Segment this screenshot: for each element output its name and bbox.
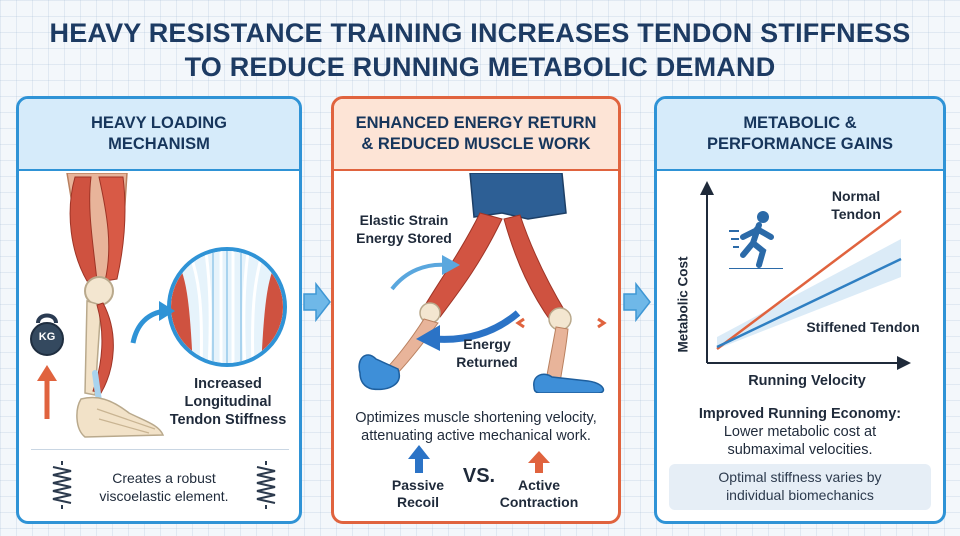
up-arrow-icon xyxy=(37,365,57,419)
panel2-caption-line-2: attenuating active mechanical work. xyxy=(361,428,591,444)
passive-line-2: Recoil xyxy=(396,494,439,510)
active-contraction-label: Active Contraction xyxy=(484,477,594,511)
stiffness-line-1: Increased xyxy=(194,376,262,392)
normal-tendon-label: Normal Tendon xyxy=(821,187,891,223)
runner-icon xyxy=(729,211,783,269)
panel-heavy-loading: HEAVY LOADING MECHANISM KG xyxy=(16,96,302,524)
stiffened-tendon-line xyxy=(716,257,902,349)
panel2-caption: Optimizes muscle shortening velocity, at… xyxy=(340,409,612,445)
right-arrow-icon xyxy=(623,282,651,322)
energy-returned-line-2: Returned xyxy=(456,354,518,370)
energy-stored-line-1: Elastic Strain xyxy=(359,212,449,228)
economy-heading: Improved Running Economy: xyxy=(698,406,902,422)
panel3-heading: METABOLIC & PERFORMANCE GAINS xyxy=(657,99,943,171)
panel1-caption-line-1: Creates a robust xyxy=(112,470,216,486)
footnote-line-1: Optimal stiffness varies by xyxy=(718,469,882,485)
footnote-box: Optimal stiffness varies by individual b… xyxy=(669,464,931,510)
energy-returned-label: Energy Returned xyxy=(442,335,532,371)
economy-line-1: Lower metabolic cost at xyxy=(723,424,877,440)
panel1-heading-line-2: MECHANISM xyxy=(108,135,210,153)
passive-recoil-arrow-icon xyxy=(408,445,430,473)
panel3-heading-line-2: PERFORMANCE GAINS xyxy=(706,135,894,153)
panel1-caption: Creates a robust viscoelastic element. xyxy=(75,469,253,505)
panel1-heading-line-1: HEAVY LOADING xyxy=(91,114,227,132)
graph-shaded-band xyxy=(717,239,901,349)
economy-block: Improved Running Economy: Lower metaboli… xyxy=(663,405,937,459)
page-title: HEAVY RESISTANCE TRAINING INCREASES TEND… xyxy=(0,16,960,84)
normal-tendon-line xyxy=(716,210,902,350)
right-arrow-icon xyxy=(303,282,331,322)
panel1-heading: HEAVY LOADING MECHANISM xyxy=(19,99,299,171)
panel2-heading-line-2: & REDUCED MUSCLE WORK xyxy=(361,135,591,153)
active-contraction-arrow-icon xyxy=(528,451,550,473)
stiffness-label: Increased Longitudinal Tendon Stiffness xyxy=(153,375,299,429)
stiffened-tendon-label: Stiffened Tendon xyxy=(806,319,920,335)
active-line-1: Active xyxy=(517,477,561,493)
stored-energy-arrow-icon xyxy=(390,255,460,291)
metabolic-cost-graph xyxy=(700,181,911,370)
stiffness-line-3: Tendon Stiffness xyxy=(169,412,287,428)
weight-label: KG xyxy=(38,331,56,343)
panel-metabolic-gains: METABOLIC & PERFORMANCE GAINS Metabolic … xyxy=(654,96,946,524)
panel2-caption-line-1: Optimizes muscle shortening velocity, xyxy=(355,410,597,426)
panel-energy-return: ENHANCED ENERGY RETURN & REDUCED MUSCLE … xyxy=(331,96,621,524)
active-line-2: Contraction xyxy=(499,494,579,510)
tendon-zoom-illustration xyxy=(167,247,287,367)
zoom-arrow-icon xyxy=(130,301,175,344)
running-legs-illustration xyxy=(358,173,607,393)
title-line-2: TO REDUCE RUNNING METABOLIC DEMAND xyxy=(184,52,776,82)
panel1-divider xyxy=(31,449,289,450)
spring-icon xyxy=(52,461,72,509)
leg-illustration xyxy=(66,173,165,438)
kettlebell-icon xyxy=(30,313,64,356)
energy-stored-label: Elastic Strain Energy Stored xyxy=(342,211,466,247)
energy-stored-line-2: Energy Stored xyxy=(356,230,452,246)
normal-line-1: Normal xyxy=(831,188,881,204)
energy-returned-line-1: Energy xyxy=(463,336,511,352)
spring-icon xyxy=(256,461,276,509)
vs-label: VS. xyxy=(462,465,496,487)
title-line-1: HEAVY RESISTANCE TRAINING INCREASES TEND… xyxy=(49,18,911,48)
panel1-caption-line-2: viscoelastic element. xyxy=(99,488,229,504)
energy-returned-arrow-icon xyxy=(416,310,521,351)
y-axis-label: Metabolic Cost xyxy=(675,256,691,353)
economy-line-2: submaximal velocities. xyxy=(727,442,873,458)
footnote-line-2: individual biomechanics xyxy=(726,487,874,503)
panel3-heading-line-1: METABOLIC & xyxy=(743,114,857,132)
passive-recoil-label: Passive Recoil xyxy=(370,477,466,511)
normal-line-2: Tendon xyxy=(831,206,881,222)
passive-line-1: Passive xyxy=(391,477,445,493)
x-axis-label: Running Velocity xyxy=(748,373,866,389)
panel2-heading: ENHANCED ENERGY RETURN & REDUCED MUSCLE … xyxy=(334,99,618,171)
panel2-heading-line-1: ENHANCED ENERGY RETURN xyxy=(355,114,597,132)
stiffness-line-2: Longitudinal xyxy=(184,394,272,410)
